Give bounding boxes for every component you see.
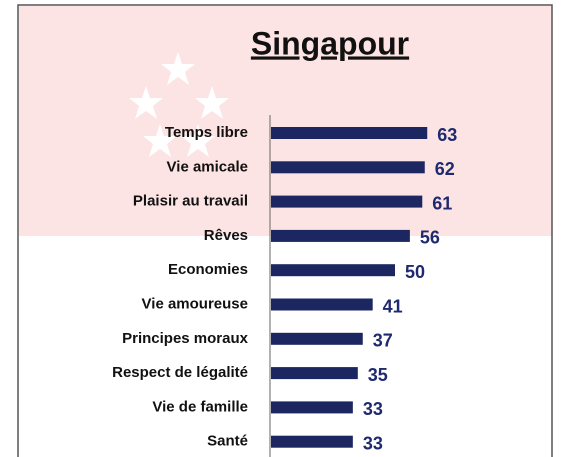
category-label: Vie amoureuse <box>142 295 248 312</box>
value-label: 62 <box>435 159 455 179</box>
category-label: Plaisir au travail <box>133 193 248 210</box>
bar <box>271 298 373 311</box>
category-label: Temps libre <box>165 124 248 141</box>
bar <box>271 161 425 174</box>
value-label: 56 <box>420 228 440 248</box>
bar <box>271 264 395 277</box>
category-label: Economies <box>168 261 248 278</box>
bar <box>271 332 363 345</box>
category-label: Vie amicale <box>167 158 248 175</box>
value-label: 33 <box>363 433 383 453</box>
flag-emblem <box>82 52 229 196</box>
category-label: Vie de famille <box>152 398 248 415</box>
category-label: Rêves <box>204 227 248 244</box>
bar <box>271 435 353 448</box>
bar <box>271 367 358 380</box>
bar <box>271 229 410 242</box>
value-label: 50 <box>405 262 425 282</box>
category-label: Respect de légalité <box>112 364 248 381</box>
value-label: 35 <box>368 365 388 385</box>
value-label: 33 <box>363 399 383 419</box>
value-label: 63 <box>437 125 457 145</box>
bar <box>271 195 423 208</box>
value-label: 41 <box>383 296 403 316</box>
chart-title: Singapour <box>251 25 409 61</box>
frame <box>17 4 553 457</box>
bar <box>271 401 353 414</box>
category-label: Principes moraux <box>122 330 249 347</box>
value-label: 37 <box>373 331 393 351</box>
value-label: 61 <box>432 193 452 213</box>
bar <box>271 127 428 139</box>
category-label: Santé <box>207 433 248 450</box>
